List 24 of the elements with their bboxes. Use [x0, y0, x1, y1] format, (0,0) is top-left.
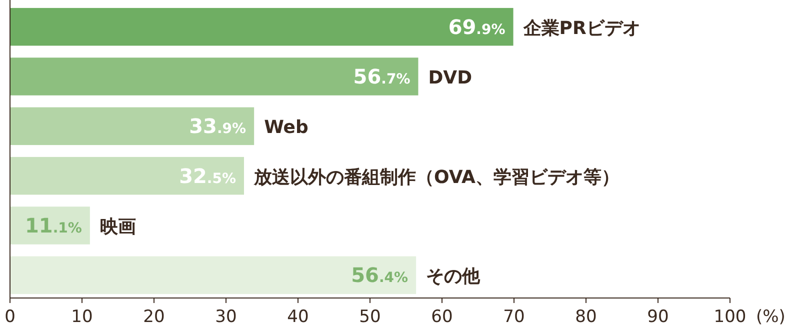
- data-label: 56.4%: [351, 263, 408, 288]
- data-label: 69.9%: [448, 14, 506, 39]
- y-tick-label: Web: [264, 117, 308, 138]
- y-tick-label: DVD: [428, 68, 472, 88]
- x-tick-label: 90: [647, 307, 669, 327]
- x-axis-title: (%): [756, 307, 786, 327]
- x-tick-label: 20: [143, 307, 165, 327]
- data-label: 11.1%: [24, 214, 82, 238]
- x-tick-label: 70: [503, 307, 525, 327]
- y-tick-label: 映画: [100, 216, 136, 238]
- data-label: 32.5%: [179, 164, 236, 188]
- x-tick-label: 100: [714, 307, 746, 327]
- x-tick-label: 40: [287, 307, 309, 327]
- y-tick-label: 放送以外の番組制作（OVA、学習ビデオ等）: [253, 166, 620, 188]
- y-tick-label: 企業PRビデオ: [522, 18, 640, 39]
- x-tick-label: 10: [71, 307, 93, 327]
- y-tick-label: その他: [426, 266, 482, 288]
- data-label: 56.7%: [353, 64, 410, 88]
- x-tick-label: 30: [215, 307, 237, 327]
- x-tick-label: 60: [431, 307, 453, 327]
- x-tick-label: 50: [359, 307, 381, 327]
- data-label: 33.9%: [189, 114, 246, 138]
- x-tick-label: 0: [4, 307, 16, 327]
- x-tick-label: 80: [575, 307, 597, 327]
